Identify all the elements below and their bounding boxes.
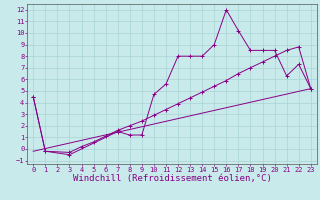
- X-axis label: Windchill (Refroidissement éolien,°C): Windchill (Refroidissement éolien,°C): [73, 174, 271, 183]
